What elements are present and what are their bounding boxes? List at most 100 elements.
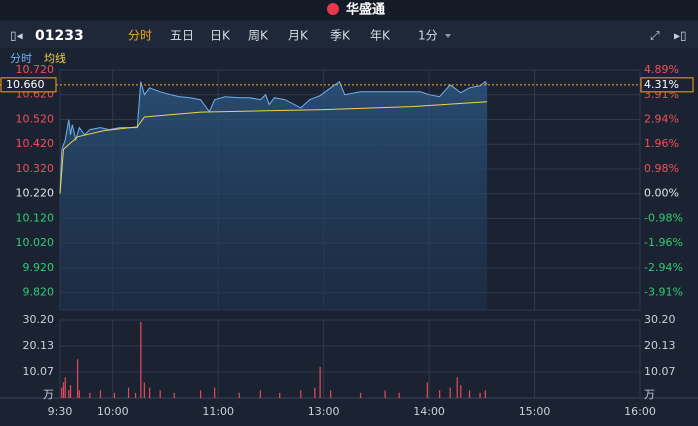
y-tick-label: 10.420 xyxy=(16,137,55,150)
volume-bar xyxy=(359,392,362,398)
tab[interactable]: 五日 xyxy=(170,29,194,43)
volume-bar xyxy=(460,385,462,398)
tab[interactable]: 年K xyxy=(370,29,391,43)
y-tick-label: 9.920 xyxy=(23,261,55,274)
y-tick-label: 20.13 xyxy=(23,339,55,352)
legend-entry[interactable]: 分时 xyxy=(10,52,32,65)
volume-bar xyxy=(314,387,316,398)
tabs: 分时 五日 日K 周K 月K 季K 年K 1分 xyxy=(128,29,451,43)
expand-icon[interactable]: ▸▯ xyxy=(674,29,687,43)
x-tick-label: 9:30 xyxy=(48,405,73,418)
volume-bar xyxy=(259,390,261,398)
last-change: 4.31% xyxy=(644,78,679,91)
volume-bar xyxy=(140,321,142,398)
volume-bar xyxy=(449,387,451,398)
y-tick-label: 10.120 xyxy=(16,211,55,224)
volume-bar xyxy=(149,387,151,398)
unit-label: 万 xyxy=(644,388,655,401)
volume-bar xyxy=(173,392,175,398)
unit-label: 万 xyxy=(43,388,54,401)
volume-bar xyxy=(76,359,79,398)
volume-bar xyxy=(143,382,145,398)
y2-tick-label: 0.98% xyxy=(644,162,679,175)
volume-bar xyxy=(468,390,471,398)
last-change-box xyxy=(640,77,694,93)
x-tick-label: 15:00 xyxy=(519,405,551,418)
legend: 分时 均线 xyxy=(10,51,66,65)
volume-bar xyxy=(439,390,441,398)
tab[interactable]: 1分 xyxy=(418,29,438,43)
y2-tick-label: 1.96% xyxy=(644,137,679,150)
symbol: 01233 xyxy=(35,28,84,44)
x-tick-label: 10:00 xyxy=(97,405,129,418)
volume-bar xyxy=(127,387,130,398)
tab[interactable]: 周K xyxy=(248,29,269,43)
y2-tick-label: -0.98% xyxy=(644,211,683,224)
legend-entry[interactable]: 均线 xyxy=(44,51,66,65)
volume-bar xyxy=(426,382,428,398)
tab[interactable]: 季K xyxy=(330,29,351,43)
y-tick-label: 10.020 xyxy=(16,236,55,249)
volume-bar xyxy=(214,387,216,398)
volume-bar xyxy=(279,392,281,398)
volume-bar xyxy=(300,390,302,398)
last-price: 10.660 xyxy=(6,78,45,91)
y-tick-label: 10.520 xyxy=(16,112,55,125)
price-line xyxy=(59,80,488,194)
volume-bar xyxy=(159,390,161,398)
volume-bar xyxy=(69,385,72,398)
y-tick-label: 30.20 xyxy=(644,313,676,326)
volume-bar xyxy=(319,367,321,398)
y-tick-label: 9.820 xyxy=(23,286,55,299)
x-tick-label: 13:00 xyxy=(308,405,340,418)
volume-bar xyxy=(113,392,116,398)
y2-tick-label: 4.89% xyxy=(644,63,679,76)
price-area xyxy=(60,81,488,310)
fullscreen-icon[interactable]: ⤢ xyxy=(649,29,660,43)
volume-bar xyxy=(134,392,137,398)
last-price-box xyxy=(0,77,57,93)
volume-bar xyxy=(78,390,80,398)
tab[interactable]: 日K xyxy=(210,29,231,43)
volume-bar xyxy=(479,392,481,398)
y2-tick-label: -1.96% xyxy=(644,236,683,249)
volume-bar xyxy=(200,390,202,398)
y2-tick-label: -2.94% xyxy=(644,261,683,274)
volume-bar xyxy=(89,392,91,398)
volume-bar xyxy=(456,377,458,398)
y2-tick-label: 0.00% xyxy=(644,187,679,200)
dropdown-arrow[interactable] xyxy=(445,34,451,38)
tab[interactable]: 分时 xyxy=(128,29,152,43)
volume-bar xyxy=(398,392,400,398)
y-tick-label: 10.320 xyxy=(16,162,55,175)
volume-bar xyxy=(238,392,240,398)
collapse-icon[interactable]: ▯◂ xyxy=(10,29,23,43)
y-tick-label: 20.13 xyxy=(644,339,676,352)
logo: 华盛通 xyxy=(346,2,385,18)
x-tick-label: 14:00 xyxy=(413,405,445,418)
logo-icon xyxy=(327,3,339,15)
y-tick-label: 10.720 xyxy=(16,63,55,76)
volume-bar xyxy=(64,377,66,398)
y-tick-label: 30.20 xyxy=(23,313,55,326)
average-line xyxy=(59,101,488,194)
volume-bar xyxy=(330,390,332,398)
x-tick-label: 16:00 xyxy=(624,405,656,418)
y2-tick-label: -3.91% xyxy=(644,286,683,299)
volume-bar xyxy=(484,390,486,398)
tab[interactable]: 月K xyxy=(288,29,309,43)
volume-chart: 30.20 30.20 20.13 20.13 10.07 10.07 万 万 xyxy=(0,313,698,401)
volume-bar xyxy=(62,382,65,398)
price-chart: 10.72010.62010.52010.42010.32010.22010.1… xyxy=(0,63,694,418)
x-tick-label: 11:00 xyxy=(202,405,234,418)
volume-bar xyxy=(68,390,70,398)
volume-bar xyxy=(61,387,63,398)
volume-bar xyxy=(384,390,386,398)
y-tick-label: 10.07 xyxy=(644,365,676,378)
volume-bar xyxy=(99,390,102,398)
y2-tick-label: 2.94% xyxy=(644,112,679,125)
top-bar xyxy=(0,0,698,20)
